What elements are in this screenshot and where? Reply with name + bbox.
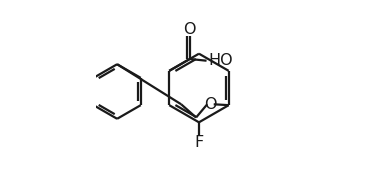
Text: O: O xyxy=(184,22,196,37)
Text: O: O xyxy=(204,97,216,112)
Text: F: F xyxy=(194,135,204,150)
Text: HO: HO xyxy=(208,53,233,68)
